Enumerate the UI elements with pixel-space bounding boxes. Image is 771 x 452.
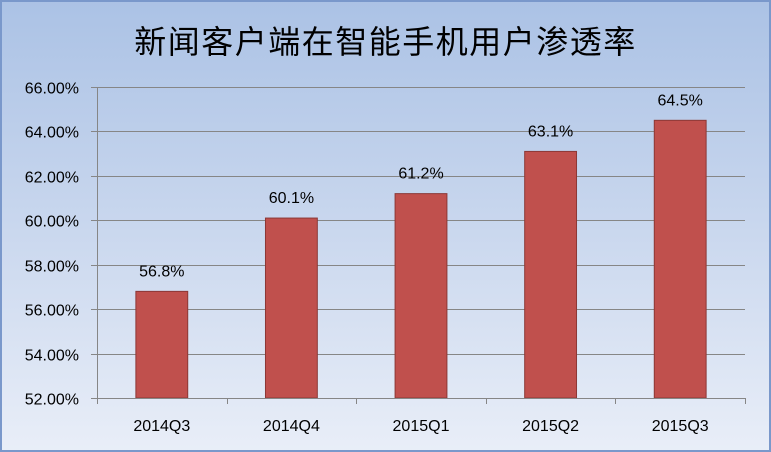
x-tick-label-2015q1: 2015Q1: [393, 418, 450, 435]
axes: 2014Q3 2014Q4 2015Q1 2015Q2 2015Q3: [97, 87, 746, 435]
y-tick-label-58: 58.00%: [25, 259, 79, 276]
bar-2015q1: [394, 193, 448, 399]
x-tick-label-2014q4: 2014Q4: [263, 418, 320, 435]
chart-title: 新闻客户端在智能手机用户渗透率: [134, 23, 637, 61]
y-tick-label-56: 56.00%: [25, 303, 79, 320]
y-tick-label-54: 54.00%: [25, 348, 79, 365]
data-label-2015q1: 61.2%: [398, 166, 443, 183]
bar-2014q4: [264, 217, 318, 399]
data-label-2014q4: 60.1%: [269, 190, 314, 207]
y-tick-label-52: 52.00%: [25, 392, 79, 409]
bar-2015q3: [653, 119, 707, 399]
data-label-2015q3: 64.5%: [658, 92, 703, 109]
gridlines: 52.00% 54.00% 56.00% 58.00% 60.00% 62.00% 64.0…: [25, 81, 745, 409]
data-labels: 56.8% 60.1% 61.2% 63.1% 64.5%: [139, 92, 703, 280]
bar-2015q2: [524, 150, 578, 399]
data-label-2015q2: 63.1%: [528, 123, 573, 140]
bar-2014q3: [135, 290, 189, 399]
y-tick-label-64: 64.00%: [25, 125, 79, 142]
bars: [135, 119, 707, 399]
y-tick-label-62: 62.00%: [25, 170, 79, 187]
x-tick-label-2014q3: 2014Q3: [133, 418, 190, 435]
y-tick-label-60: 60.00%: [25, 214, 79, 231]
y-tick-label-66: 66.00%: [25, 81, 79, 98]
data-label-2014q3: 56.8%: [139, 263, 184, 280]
x-tick-label-2015q2: 2015Q2: [522, 418, 579, 435]
x-tick-label-2015q3: 2015Q3: [652, 418, 709, 435]
